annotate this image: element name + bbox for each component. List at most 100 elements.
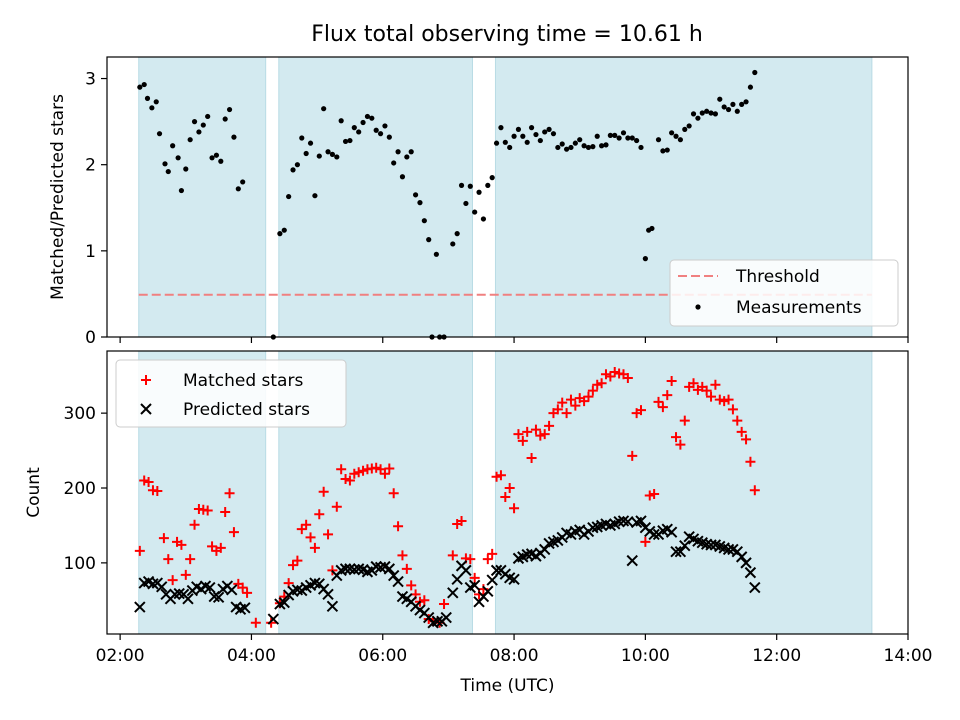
matched-star-point — [500, 491, 511, 502]
measurement-point — [412, 192, 419, 198]
measurement-point — [721, 104, 727, 110]
measurement-point — [739, 101, 745, 107]
predicted-star-point — [182, 593, 194, 605]
plot-frame — [106, 350, 909, 635]
matched-star-point — [657, 402, 668, 413]
measurement-point — [507, 144, 513, 151]
measurement-point — [281, 227, 287, 233]
measurement-point — [299, 135, 305, 141]
predicted-star-point — [482, 585, 494, 598]
predicted-star-point — [134, 601, 146, 613]
measurement-point — [329, 151, 336, 157]
predicted-star-point — [267, 613, 280, 625]
matched-star-point — [509, 503, 520, 514]
measurement-point — [144, 95, 151, 101]
predicted-star-point — [309, 577, 321, 589]
matched-star-point — [371, 462, 382, 473]
measurement-point — [660, 148, 666, 154]
measurement-point — [458, 182, 465, 188]
measurement-point — [537, 137, 543, 144]
measurement-point — [170, 143, 176, 149]
measurement-point — [321, 106, 327, 112]
measurement-point — [454, 231, 460, 237]
matched-star-point — [627, 450, 638, 461]
series-dot — [137, 69, 758, 340]
matched-star-point — [292, 555, 303, 566]
matched-star-point — [401, 563, 412, 574]
matched-star-point — [237, 582, 248, 593]
measurement-point — [433, 251, 439, 257]
predicted-star-point — [239, 602, 251, 614]
measurement-point — [620, 130, 627, 136]
predicted-star-point — [468, 579, 481, 592]
measurement-point — [581, 143, 587, 149]
matched-star-point — [224, 488, 235, 499]
matched-star-point — [517, 435, 528, 446]
measurement-point — [364, 113, 371, 120]
measurement-point — [231, 134, 237, 140]
matched-star-point — [600, 369, 611, 380]
matched-star-point — [379, 468, 390, 479]
measurement-point — [734, 108, 740, 114]
measurement-point — [669, 130, 675, 136]
measurement-point — [137, 84, 143, 90]
y-tick-label: 300 — [64, 404, 96, 424]
measurement-point — [625, 135, 631, 141]
measurement-point — [664, 147, 670, 153]
predicted-star-point — [440, 611, 452, 624]
legend-measurement-label: Measurements — [736, 298, 862, 318]
matched-star-point — [539, 429, 550, 440]
matched-star-point — [139, 475, 150, 486]
matched-star-point — [456, 515, 467, 526]
measurement-point — [542, 129, 548, 135]
measurement-point — [559, 141, 565, 147]
measurement-point — [205, 113, 211, 120]
matched-star-point — [176, 539, 187, 550]
legend-box — [669, 259, 899, 327]
predicted-star-point — [490, 564, 503, 577]
predicted-star-point — [735, 551, 748, 563]
measurement-point — [290, 167, 296, 173]
top-panel: 0 1 2 3 Matched/Predicted stars Threshold Meas… — [48, 56, 909, 348]
matched-star-point — [723, 394, 734, 405]
measurement-point — [511, 133, 517, 139]
matched-star-point — [732, 415, 743, 426]
predicted-star-point — [147, 578, 159, 590]
measurement-point — [209, 155, 215, 161]
matched-star-point — [609, 366, 620, 377]
measurement-point — [524, 139, 530, 145]
measurement-point — [369, 115, 375, 121]
matched-star-point — [375, 464, 386, 475]
measurement-point — [334, 154, 340, 160]
matched-star-point — [561, 408, 572, 419]
measurement-point — [277, 231, 283, 237]
measurement-point — [550, 131, 557, 137]
matched-star-point — [522, 426, 533, 437]
matched-star-point — [180, 569, 191, 580]
measurement-point — [175, 155, 181, 161]
predicted-star-point — [744, 566, 757, 579]
matched-star-point — [495, 470, 506, 481]
measurement-point — [546, 126, 552, 132]
measurement-point — [156, 131, 163, 137]
matched-star-point — [388, 488, 399, 499]
measurement-point — [590, 144, 596, 150]
measurement-point — [502, 139, 508, 145]
legend-matched-swatch — [141, 375, 151, 385]
matched-star-point — [288, 560, 299, 571]
matched-star-point — [207, 541, 218, 552]
x-tick-label: 02:00 — [96, 646, 145, 666]
measurement-point — [704, 108, 710, 114]
measurement-point — [594, 133, 600, 139]
matched-star-point — [242, 587, 253, 598]
matched-star-point — [185, 554, 196, 565]
measurement-point — [472, 209, 478, 215]
measurement-point — [450, 241, 456, 247]
measurement-point — [476, 189, 482, 195]
matched-star-point — [301, 519, 312, 530]
x-tick-label: 04:00 — [227, 646, 276, 666]
predicted-star-point — [204, 581, 216, 594]
matched-star-point — [719, 396, 730, 407]
matched-star-point — [649, 488, 660, 499]
matched-star-point — [714, 394, 725, 405]
